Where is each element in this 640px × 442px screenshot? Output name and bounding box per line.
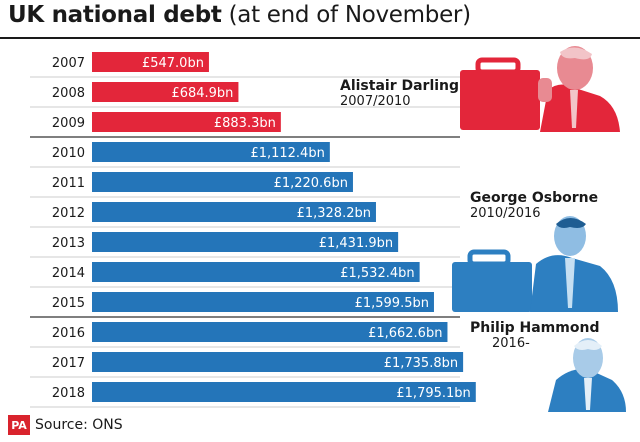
bar-2018: [92, 382, 476, 402]
red-budget-box-handle: [475, 57, 521, 75]
bar-value-label: £1,599.5bn: [355, 296, 429, 311]
darling-shirt: [570, 90, 578, 128]
bar-2016: [92, 322, 448, 342]
bar-2007: [92, 52, 209, 72]
osborne-hair: [556, 218, 586, 228]
bar-2015: [92, 292, 434, 312]
chancellor-osborne: George Osborne 2010/2016: [470, 190, 598, 221]
george-osborne-photo: [452, 216, 618, 312]
bar-value-label: £1,662.6bn: [368, 326, 442, 341]
source-note: Source: ONS: [35, 417, 123, 433]
bar-2010: [92, 142, 330, 162]
chancellor-term: 2007/2010: [340, 94, 411, 109]
chart-title-sub: (at end of November): [228, 2, 471, 28]
year-label: 2008: [52, 86, 85, 101]
bar-value-label: £1,795.1bn: [396, 386, 470, 401]
chancellor-term: 2010/2016: [470, 206, 541, 221]
darling-body: [540, 84, 620, 132]
chancellor-term: 2016-: [492, 336, 530, 351]
year-label: 2010: [52, 146, 85, 161]
chancellor-name: George Osborne: [470, 190, 599, 206]
red-budget-box: [460, 70, 540, 130]
year-label: 2007: [52, 56, 85, 71]
hammond-hair: [574, 340, 602, 350]
bar-value-label: £1,328.2bn: [297, 206, 371, 221]
bar-value-label: £1,431.9bn: [319, 236, 393, 251]
bar-2014: [92, 262, 420, 282]
pa-logo: PA: [8, 415, 30, 435]
darling-hand: [538, 78, 552, 102]
year-label: 2015: [52, 296, 85, 311]
osborne-budget-box-handle: [467, 249, 511, 267]
bar-value-label: £1,112.4bn: [250, 146, 324, 161]
title-rule: [0, 37, 640, 39]
year-label: 2014: [52, 266, 85, 281]
year-label: 2012: [52, 206, 85, 221]
osborne-shirt: [565, 258, 575, 308]
year-label: 2017: [52, 356, 85, 371]
philip-hammond-photo: [548, 338, 626, 412]
bar-value-label: £547.0bn: [142, 56, 204, 71]
bar-2008: [92, 82, 239, 102]
year-label: 2009: [52, 116, 85, 131]
year-label: 2013: [52, 236, 85, 251]
bar-2013: [92, 232, 399, 252]
bar-value-label: £1,220.6bn: [274, 176, 348, 191]
bar-value-label: £1,735.8bn: [384, 356, 458, 371]
bar-chart: 2007 £547.0bn 2008 £684.9bn 2009 £883.3bn 2010…: [30, 46, 626, 412]
footer: PA Source: ONS: [8, 414, 123, 436]
osborne-budget-box: [452, 262, 532, 312]
alistair-darling-photo: [460, 46, 620, 132]
osborne-body: [530, 255, 618, 312]
chancellor-darling: Alistair Darling 2007/2010: [340, 78, 459, 109]
bar-value-label: £684.9bn: [171, 86, 233, 101]
bar-2011: [92, 172, 353, 192]
bar-2012: [92, 202, 376, 222]
hammond-shirt: [584, 378, 592, 410]
bar-value-label: £1,532.4bn: [340, 266, 414, 281]
bar-value-label: £883.3bn: [214, 116, 276, 131]
chancellor-hammond: Philip Hammond 2016-: [470, 320, 599, 351]
bar-2009: [92, 112, 281, 132]
chancellor-name: Philip Hammond: [470, 320, 600, 336]
year-label: 2016: [52, 326, 85, 341]
chart-title: UK national debt (at end of November): [8, 2, 471, 28]
chart-title-main: UK national debt: [8, 2, 222, 28]
bar-2017: [92, 352, 464, 372]
year-label: 2011: [52, 176, 85, 191]
darling-hair: [560, 47, 592, 60]
chancellor-name: Alistair Darling: [340, 78, 460, 94]
year-label: 2018: [52, 386, 85, 401]
